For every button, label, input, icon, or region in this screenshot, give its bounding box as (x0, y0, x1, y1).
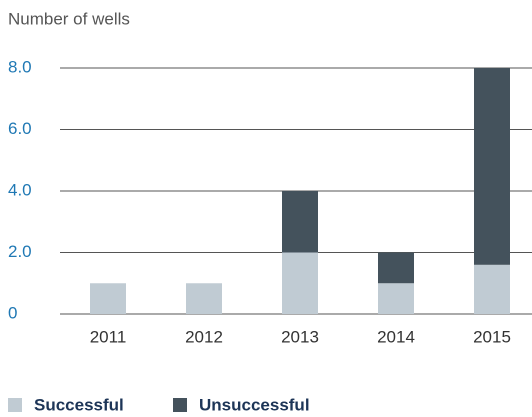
bar-segment (474, 264, 510, 314)
bar-segment (186, 283, 222, 314)
chart-title: Number of wells (8, 9, 130, 28)
x-tick-label: 2014 (377, 327, 415, 346)
bar-segment (474, 68, 510, 265)
bar-segment (378, 252, 414, 284)
x-tick-label: 2015 (473, 327, 511, 346)
y-tick-label: 4.0 (8, 180, 32, 199)
x-tick-label: 2011 (90, 327, 127, 346)
bar-segment (282, 252, 318, 314)
x-tick-label: 2013 (281, 327, 319, 346)
legend-swatch (173, 398, 187, 412)
legend-label: Unsuccessful (199, 395, 310, 414)
bar-segment (90, 283, 126, 314)
y-tick-label: 6.0 (8, 119, 32, 138)
y-tick-label: 0 (8, 303, 17, 322)
legend-swatch (8, 398, 22, 412)
bar-segment (378, 283, 414, 314)
bar-segment (282, 191, 318, 253)
x-tick-label: 2012 (185, 327, 223, 346)
y-tick-label: 8.0 (8, 57, 32, 76)
y-tick-label: 2.0 (8, 242, 32, 261)
legend-label: Successful (34, 395, 124, 414)
